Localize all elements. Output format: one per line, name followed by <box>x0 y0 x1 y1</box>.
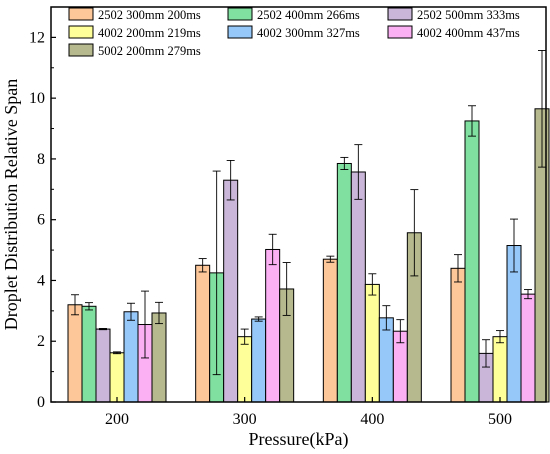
y-tick-label: 8 <box>37 151 45 168</box>
x-tick-label-500: 500 <box>488 411 512 428</box>
bar-500-series-1 <box>450 267 466 403</box>
legend-swatch-5 <box>227 25 253 39</box>
bar-500-series-4 <box>492 336 508 403</box>
legend-swatch-4 <box>68 25 94 39</box>
bar-500-series-2 <box>464 120 480 403</box>
x-tick-label-300: 300 <box>233 411 257 428</box>
bar-200-series-2 <box>81 305 97 403</box>
bar-400-series-4 <box>364 283 380 403</box>
legend-swatch-6 <box>387 25 413 39</box>
legend-label-6: 4002 400mm 437ms <box>417 26 520 40</box>
legend-label-1: 2502 300mm 200ms <box>98 8 201 22</box>
bar-300-series-3 <box>223 179 239 403</box>
legend-swatch-2 <box>227 7 253 21</box>
legend: 2502 300mm 200ms 2502 400mm 266ms 2502 500… <box>68 7 520 58</box>
legend-label-7: 5002 200mm 279ms <box>98 44 201 58</box>
bar-200-series-1 <box>67 304 83 403</box>
legend-label-4: 4002 200mm 219ms <box>98 26 201 40</box>
legend-label-2: 2502 400mm 266ms <box>257 8 360 22</box>
axis-ticks: 0 2 4 6 8 10 12 200 300 400 500 <box>29 6 512 428</box>
bars-layer <box>67 108 550 403</box>
bar-300-series-4 <box>237 336 253 403</box>
x-tick-label-400: 400 <box>360 411 384 428</box>
legend-swatch-7 <box>68 43 94 57</box>
y-tick-label: 4 <box>37 272 45 289</box>
bar-400-series-3 <box>350 171 366 403</box>
bar-200-series-5 <box>123 311 139 403</box>
y-tick-label: 0 <box>37 394 45 411</box>
bar-300-series-6 <box>265 248 281 403</box>
error-bars-layer <box>71 50 546 376</box>
legend-swatch-3 <box>387 7 413 21</box>
y-tick-label: 2 <box>37 333 45 350</box>
bar-200-series-3 <box>95 328 111 403</box>
y-tick-label: 12 <box>29 29 45 46</box>
y-tick-label: 6 <box>37 212 45 229</box>
bar-400-series-5 <box>378 317 394 403</box>
y-tick-label: 10 <box>29 90 45 107</box>
y-axis-title: Droplet Distribution Relative Span <box>1 79 21 330</box>
bar-200-series-4 <box>109 352 125 403</box>
bar-200-series-7 <box>151 312 167 403</box>
legend-label-3: 2502 500mm 333ms <box>417 8 520 22</box>
x-axis-title: Pressure(kPa) <box>249 429 349 450</box>
legend-swatch-1 <box>68 7 94 21</box>
bar-300-series-5 <box>251 318 267 403</box>
bar-500-series-6 <box>520 293 536 403</box>
bar-300-series-1 <box>195 264 211 403</box>
legend-label-5: 4002 300mm 327ms <box>257 26 360 40</box>
bar-400-series-1 <box>322 258 338 403</box>
x-tick-label-200: 200 <box>105 411 129 428</box>
plot-frame <box>50 6 547 403</box>
bar-400-series-2 <box>336 162 352 403</box>
